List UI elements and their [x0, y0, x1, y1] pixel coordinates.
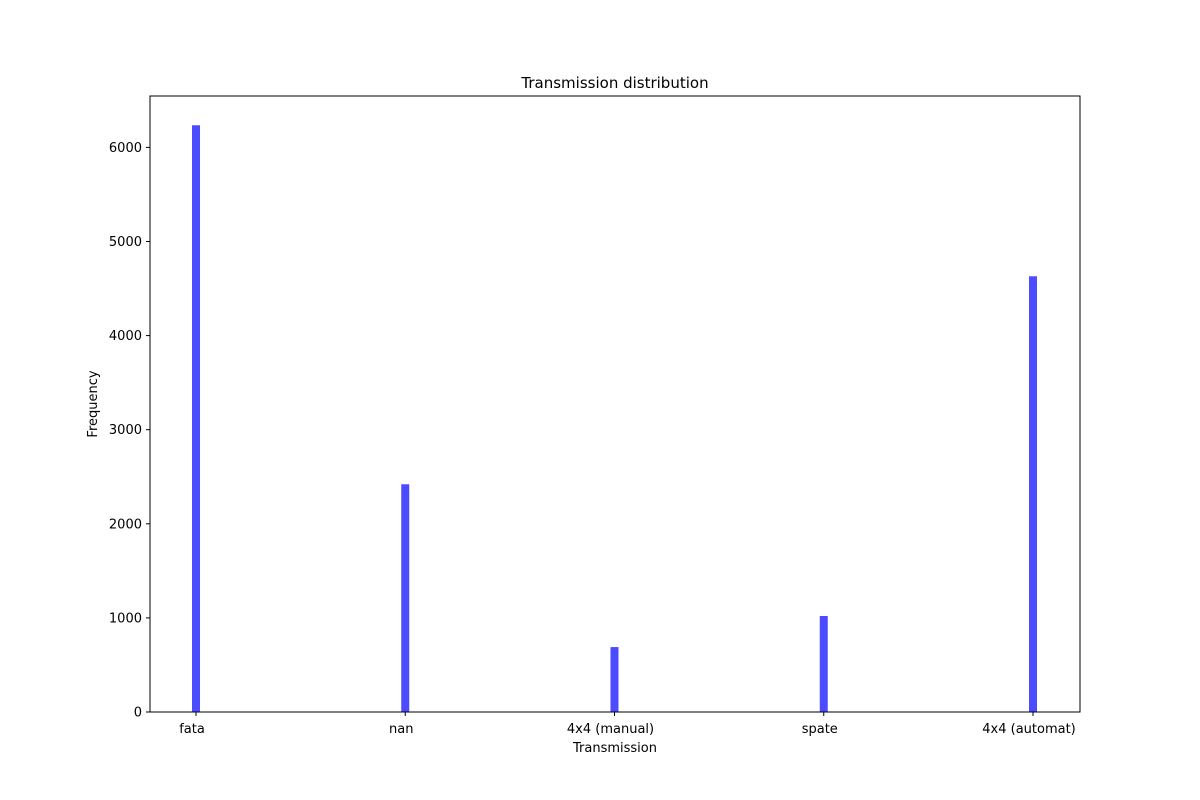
y-axis: 0 1000 2000 3000 4000 5000 6000 — [109, 141, 150, 721]
bar-4x4-automat — [1029, 276, 1037, 712]
x-tick-label-nan: nan — [389, 722, 413, 737]
y-tick-label-0: 0 — [134, 706, 142, 721]
y-tick-label-2000: 2000 — [109, 517, 142, 532]
bar-spate — [819, 616, 828, 712]
y-tick-label-5000: 5000 — [109, 235, 142, 250]
x-tick-label-fata: fata — [179, 722, 205, 737]
bar-nan — [401, 484, 410, 712]
y-tick-label-1000: 1000 — [109, 611, 142, 626]
x-axis-label: Transmission — [572, 741, 657, 756]
bar-4x4-manual — [610, 647, 619, 712]
x-tick-label-spate: spate — [802, 722, 838, 737]
x-tick-label-4x4-automat: 4x4 (automat) — [982, 722, 1076, 737]
y-tick-label-6000: 6000 — [109, 141, 142, 156]
y-axis-label: Frequency — [86, 370, 101, 437]
bars-group — [192, 125, 1037, 712]
chart-title: Transmission distribution — [520, 74, 708, 92]
x-axis: fata nan 4x4 (manual) spate 4x4 (automat) — [179, 712, 1076, 737]
x-tick-label-4x4-manual: 4x4 (manual) — [567, 722, 654, 737]
y-tick-label-3000: 3000 — [109, 423, 142, 438]
y-tick-label-4000: 4000 — [109, 329, 142, 344]
bar-fata — [192, 125, 200, 712]
